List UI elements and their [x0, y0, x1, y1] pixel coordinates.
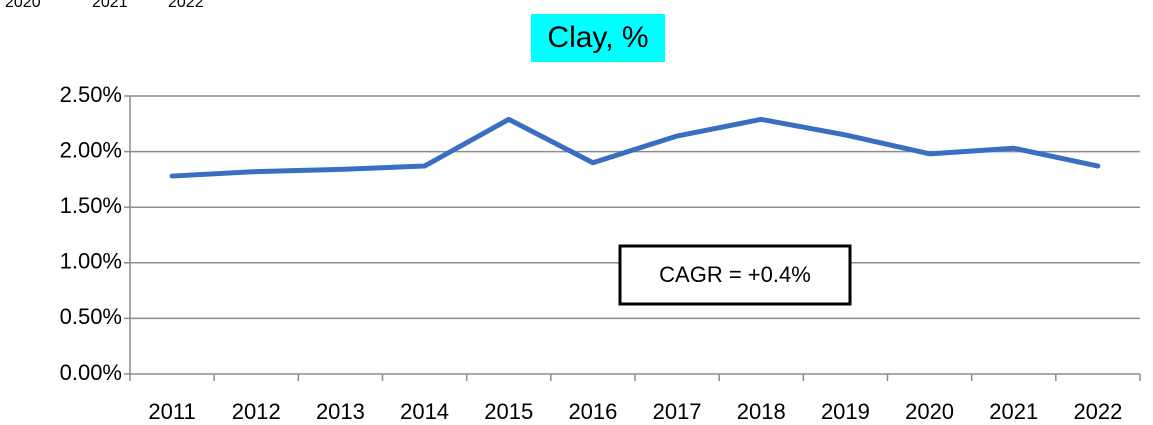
x-tick-label: 2020 [905, 399, 954, 424]
x-tick-label: 2019 [821, 399, 870, 424]
y-tick-label: 1.00% [60, 249, 122, 274]
cropped-label: 2020 [5, 0, 41, 11]
x-tick-label: 2012 [232, 399, 281, 424]
y-tick-label: 0.00% [60, 360, 122, 385]
x-tick-label: 2011 [148, 399, 195, 424]
x-tick-label: 2018 [737, 399, 786, 424]
y-tick-label: 0.50% [60, 304, 122, 329]
x-tick-label: 2015 [484, 399, 533, 424]
annotation: CAGR = +0.4% [659, 262, 811, 287]
x-tick-label: 2021 [989, 399, 1038, 424]
x-tick-label: 2013 [316, 399, 365, 424]
x-tick-label: 2016 [568, 399, 617, 424]
chart-title: Clay, % [547, 21, 648, 54]
x-tick-label: 2014 [400, 399, 449, 424]
x-tick-label: 2017 [653, 399, 702, 424]
cropped-label: 2022 [168, 0, 204, 11]
annotation-box [618, 244, 852, 306]
data-line [169, 116, 1101, 179]
y-tick-label: 2.50% [60, 82, 122, 107]
y-tick-label: 1.50% [60, 193, 122, 218]
x-tick-label: 2022 [1073, 399, 1122, 424]
cropped-label: 2021 [92, 0, 128, 11]
title-background [531, 14, 665, 62]
y-tick-label: 2.00% [60, 137, 122, 162]
